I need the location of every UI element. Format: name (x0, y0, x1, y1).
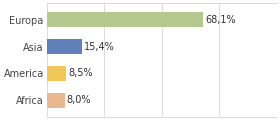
Bar (46, 12, 203, 27)
Bar (46, 66, 66, 81)
Text: 68,1%: 68,1% (205, 15, 235, 25)
Text: 8,5%: 8,5% (68, 68, 92, 78)
Text: 15,4%: 15,4% (84, 42, 115, 52)
Bar (46, 93, 65, 108)
Text: 8,0%: 8,0% (67, 95, 91, 105)
Bar (46, 39, 82, 54)
